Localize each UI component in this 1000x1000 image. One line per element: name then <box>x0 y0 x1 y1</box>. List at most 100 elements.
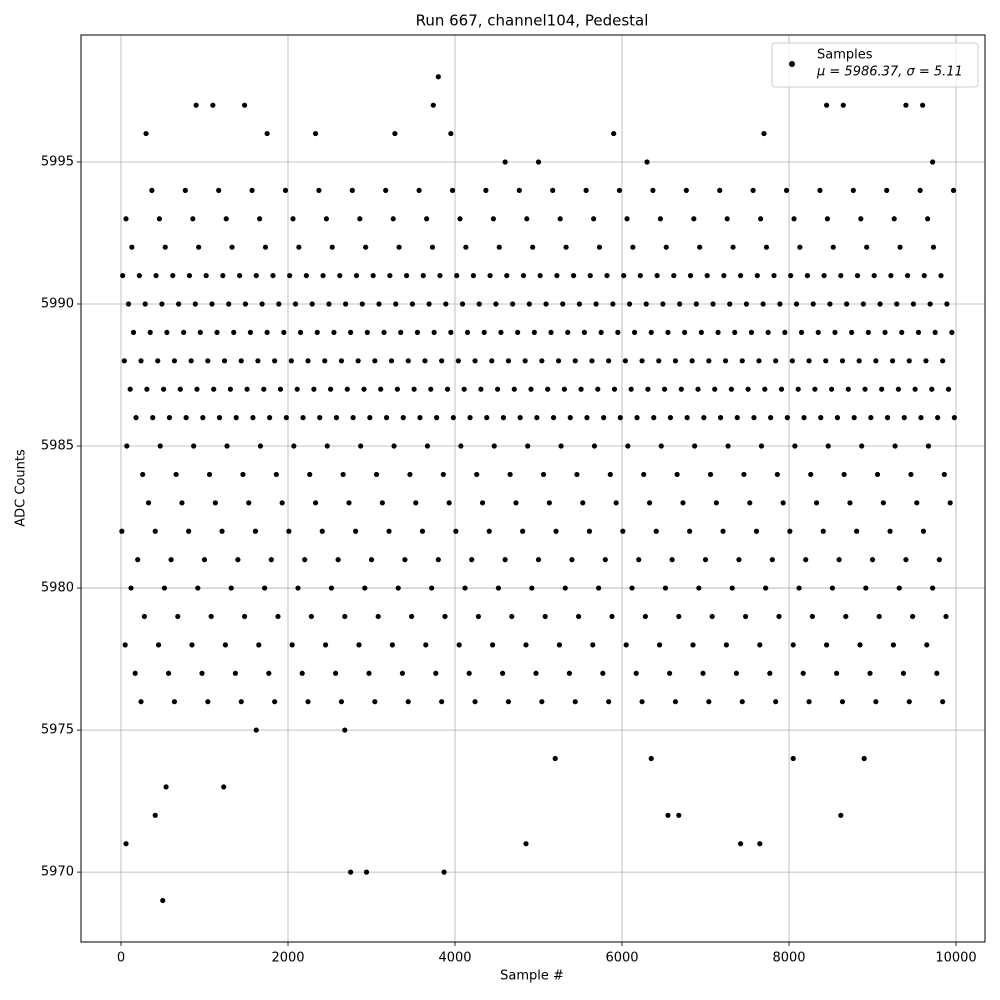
data-point <box>320 272 326 279</box>
data-point <box>489 358 495 364</box>
data-point <box>626 301 633 307</box>
data-point <box>120 272 126 279</box>
data-point <box>595 386 601 392</box>
data-point <box>405 699 411 705</box>
data-point <box>641 471 647 478</box>
data-point <box>707 471 714 478</box>
data-point <box>773 699 779 705</box>
data-point <box>305 699 311 705</box>
data-point <box>687 528 693 534</box>
data-point <box>241 102 248 108</box>
data-point <box>208 613 214 620</box>
data-point <box>361 386 367 392</box>
data-point <box>580 500 586 506</box>
data-point <box>944 301 950 307</box>
data-point <box>609 613 615 620</box>
data-point <box>253 727 259 733</box>
data-point <box>713 500 719 506</box>
data-point <box>657 216 664 222</box>
data-point <box>262 244 269 250</box>
data-point <box>873 699 879 705</box>
data-point <box>884 415 891 421</box>
data-point <box>796 585 802 591</box>
x-tick-label: 8000 <box>772 951 805 966</box>
data-point <box>464 329 471 336</box>
data-point <box>232 670 238 676</box>
data-point <box>748 329 755 336</box>
data-point <box>161 585 168 591</box>
data-point <box>915 329 922 336</box>
data-point <box>287 272 293 279</box>
data-point <box>520 272 527 279</box>
data-point <box>801 415 807 421</box>
data-point <box>604 272 610 279</box>
data-point <box>742 613 749 620</box>
data-point <box>874 471 881 478</box>
data-point <box>132 670 138 676</box>
data-point <box>517 415 523 421</box>
data-point <box>434 415 440 421</box>
data-point <box>379 500 385 506</box>
data-point <box>135 557 141 563</box>
data-point <box>504 272 510 279</box>
data-point <box>695 386 701 392</box>
data-point <box>272 358 278 364</box>
data-point <box>212 500 218 506</box>
data-point <box>879 386 885 392</box>
data-point <box>479 500 486 506</box>
data-point <box>314 329 320 336</box>
data-point <box>516 187 522 193</box>
data-point <box>854 528 860 534</box>
data-point <box>520 528 526 534</box>
data-point <box>164 329 170 336</box>
data-point <box>877 301 883 307</box>
data-point <box>399 670 406 676</box>
data-point <box>671 272 677 279</box>
data-point <box>435 74 441 80</box>
data-point <box>611 130 617 137</box>
data-point <box>391 443 397 449</box>
data-point <box>327 386 334 392</box>
data-point <box>800 670 806 676</box>
data-point <box>121 358 127 364</box>
data-point <box>331 329 337 336</box>
data-point <box>717 187 723 193</box>
data-point <box>539 699 545 705</box>
data-point <box>247 329 254 336</box>
data-point <box>818 415 824 421</box>
data-point <box>414 329 421 336</box>
data-point <box>896 585 902 591</box>
data-point <box>268 557 274 563</box>
data-point <box>191 443 197 449</box>
data-point <box>246 500 252 506</box>
data-point <box>684 415 690 421</box>
data-point <box>639 358 645 364</box>
data-point <box>367 415 373 421</box>
data-point <box>197 329 203 336</box>
data-point <box>286 528 292 534</box>
data-point <box>192 301 198 307</box>
data-point <box>849 329 855 336</box>
data-point <box>449 187 456 193</box>
data-point <box>656 358 662 364</box>
data-point <box>943 613 949 620</box>
data-point <box>621 272 627 279</box>
data-point <box>795 386 801 392</box>
data-point <box>648 755 654 762</box>
data-point <box>706 358 712 364</box>
data-point <box>342 613 348 620</box>
data-point <box>545 386 551 392</box>
data-point <box>576 301 583 307</box>
data-point <box>823 642 830 648</box>
data-point <box>622 358 628 364</box>
data-point <box>196 244 202 250</box>
data-point <box>535 557 542 563</box>
data-point <box>359 301 365 307</box>
data-point <box>357 216 363 222</box>
data-point <box>173 471 179 478</box>
y-axis-label: ADC Counts <box>14 449 29 527</box>
data-point <box>511 386 517 392</box>
data-point <box>483 187 489 193</box>
data-point <box>153 272 159 279</box>
